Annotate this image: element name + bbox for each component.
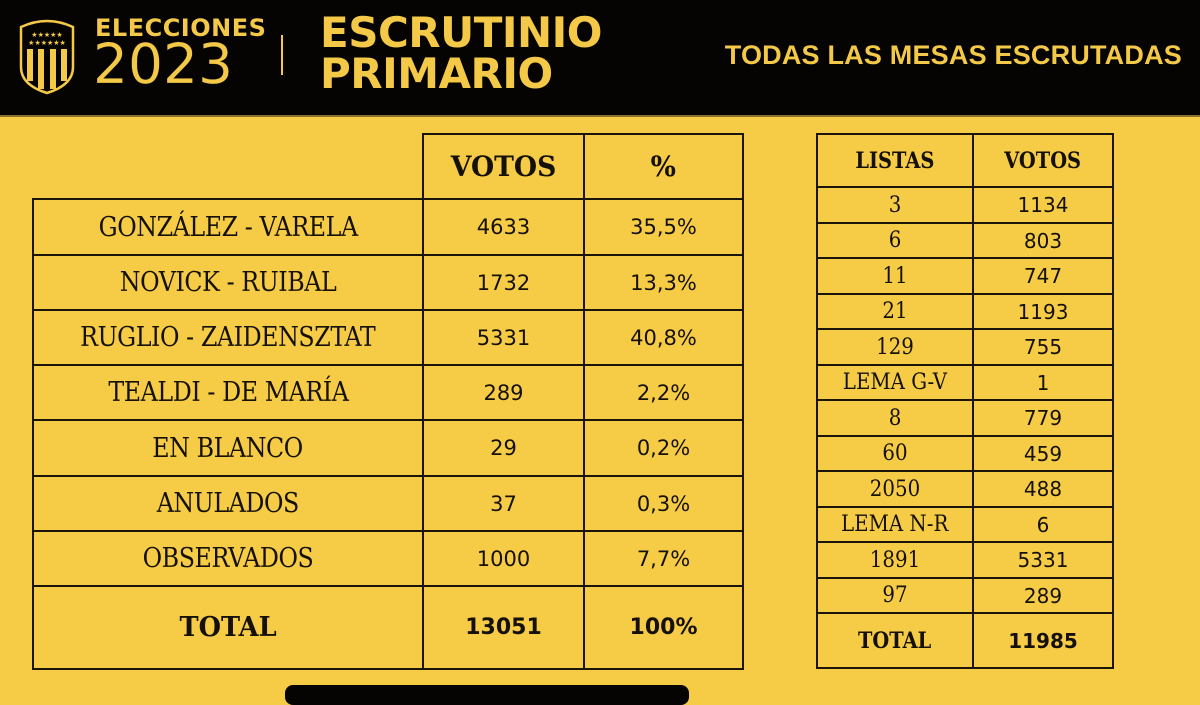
header-divider bbox=[281, 35, 283, 75]
list-number: 11 bbox=[816, 257, 974, 295]
list-votes: 779 bbox=[972, 399, 1114, 437]
list-votes: 755 bbox=[972, 328, 1114, 366]
total-votes: 13051 bbox=[422, 585, 585, 670]
percent-value: 7,7% bbox=[583, 530, 744, 587]
list-number: LEMA N-R bbox=[816, 506, 974, 543]
total-votes: 11985 bbox=[972, 612, 1114, 669]
column-header-listas: LISTAS bbox=[816, 133, 974, 188]
column-header-votos: VOTOS bbox=[422, 133, 585, 200]
list-number: LEMA G-V bbox=[816, 364, 974, 401]
percent-value: 13,3% bbox=[583, 254, 744, 311]
total-label: TOTAL bbox=[32, 585, 424, 670]
page-title: ESCRUTINIO PRIMARIO bbox=[320, 8, 602, 98]
candidate-name: TEALDI - DE MARÍA bbox=[32, 364, 424, 421]
candidate-name: RUGLIO - ZAIDENSZTAT bbox=[32, 309, 424, 366]
list-votes: 488 bbox=[972, 470, 1114, 508]
list-votes: 747 bbox=[972, 257, 1114, 295]
percent-value: 2,2% bbox=[583, 364, 744, 421]
percent-value: 0,2% bbox=[583, 419, 744, 477]
list-votes: 1 bbox=[972, 364, 1114, 401]
svg-text:★★★★★: ★★★★★ bbox=[31, 31, 62, 39]
total-label: TOTAL bbox=[816, 612, 974, 669]
percent-value: 0,3% bbox=[583, 475, 744, 532]
percent-value: 35,5% bbox=[583, 198, 744, 256]
votes-value: 37 bbox=[422, 475, 585, 532]
list-number: 97 bbox=[816, 577, 974, 614]
elecciones-label: ELECCIONES bbox=[95, 14, 267, 42]
candidate-name: NOVICK - RUIBAL bbox=[32, 254, 424, 311]
header-banner: ★★★★★ ★★★★★★ ELECCIONES 2023 ESCRUTINIO … bbox=[0, 0, 1200, 117]
candidate-name: GONZÁLEZ - VARELA bbox=[32, 198, 424, 256]
votes-value: 5331 bbox=[422, 309, 585, 366]
title-line-2: PRIMARIO bbox=[320, 49, 553, 98]
page-subtitle: TODAS LAS MESAS ESCRUTADAS bbox=[724, 40, 1182, 70]
bottom-bar bbox=[285, 685, 689, 705]
list-votes: 459 bbox=[972, 435, 1114, 472]
votes-value: 1732 bbox=[422, 254, 585, 311]
votes-value: 29 bbox=[422, 419, 585, 477]
candidate-name: OBSERVADOS bbox=[32, 530, 424, 587]
votes-value: 1000 bbox=[422, 530, 585, 587]
list-number: 2050 bbox=[816, 470, 974, 508]
list-votes: 5331 bbox=[972, 541, 1114, 579]
list-number: 8 bbox=[816, 399, 974, 437]
list-votes: 289 bbox=[972, 577, 1114, 614]
list-number: 1891 bbox=[816, 541, 974, 579]
candidate-name: EN BLANCO bbox=[32, 419, 424, 477]
votes-value: 4633 bbox=[422, 198, 585, 256]
list-votes: 1134 bbox=[972, 186, 1114, 224]
list-number: 21 bbox=[816, 293, 974, 330]
svg-text:★★★★★★: ★★★★★★ bbox=[28, 39, 66, 47]
year-label: 2023 bbox=[93, 32, 233, 96]
title-line-1: ESCRUTINIO bbox=[320, 8, 602, 57]
list-number: 6 bbox=[816, 222, 974, 259]
total-percent: 100% bbox=[583, 585, 744, 670]
column-header-percent: % bbox=[583, 133, 744, 200]
list-votes: 6 bbox=[972, 506, 1114, 543]
votes-value: 289 bbox=[422, 364, 585, 421]
column-header-votos: VOTOS bbox=[972, 133, 1114, 188]
club-shield-icon: ★★★★★ ★★★★★★ bbox=[19, 19, 75, 95]
list-number: 60 bbox=[816, 435, 974, 472]
list-number: 129 bbox=[816, 328, 974, 366]
list-number: 3 bbox=[816, 186, 974, 224]
list-votes: 803 bbox=[972, 222, 1114, 259]
list-votes: 1193 bbox=[972, 293, 1114, 330]
candidate-name: ANULADOS bbox=[32, 475, 424, 532]
percent-value: 40,8% bbox=[583, 309, 744, 366]
